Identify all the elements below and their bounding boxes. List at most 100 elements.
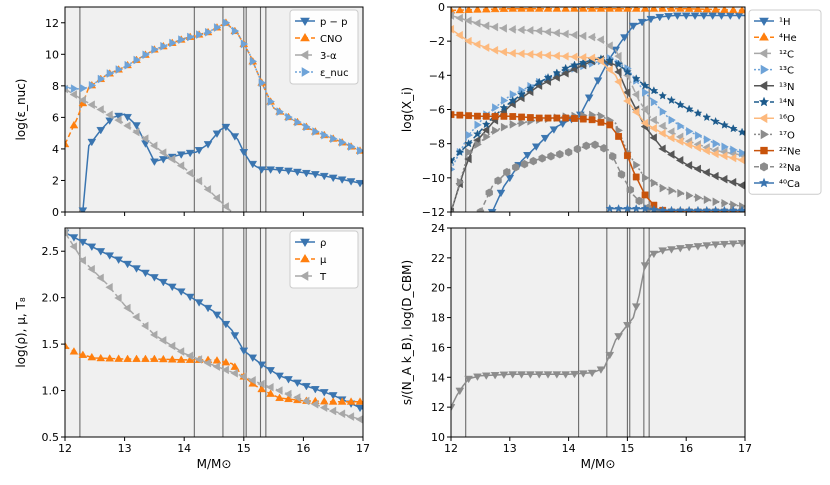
data-point: [221, 123, 231, 132]
data-point: [212, 362, 220, 371]
data-point: [667, 127, 675, 137]
data-point: [490, 372, 500, 380]
data-point: [490, 45, 499, 55]
data-point: [230, 133, 240, 141]
data-point: [239, 347, 249, 356]
data-point: [508, 48, 516, 58]
data-point: [614, 204, 623, 212]
data-point: [693, 143, 701, 153]
x-tick-label: 12: [444, 442, 458, 455]
data-point: [337, 176, 347, 184]
data-point: [158, 336, 167, 345]
legend-label: T: [319, 272, 327, 283]
data-point: [686, 127, 694, 136]
y-tick-label: 12: [431, 401, 445, 414]
data-point: [185, 293, 195, 302]
data-point: [293, 393, 301, 402]
data-point: [65, 341, 70, 349]
data-point: [508, 25, 516, 34]
data-point: [257, 166, 267, 174]
data-point: [677, 121, 685, 131]
data-point: [133, 55, 141, 65]
data-point: [641, 191, 649, 199]
data-point: [623, 7, 632, 12]
data-point: [640, 105, 649, 114]
data-point: [573, 144, 582, 154]
series-line: [65, 345, 363, 403]
data-point: [526, 114, 534, 121]
data-point: [637, 18, 647, 27]
data-point: [185, 149, 195, 158]
data-point: [702, 242, 712, 250]
data-point: [96, 105, 104, 114]
data-point: [158, 148, 167, 158]
data-point: [684, 161, 693, 170]
data-point: [483, 132, 491, 142]
data-point: [293, 379, 302, 388]
data-point: [496, 189, 506, 198]
y-tick-label: −10: [422, 172, 445, 185]
data-point: [464, 36, 472, 46]
data-point: [517, 25, 525, 35]
data-point: [132, 354, 141, 362]
x-tick-label: 17: [738, 442, 752, 455]
y-tick-label: 0: [438, 1, 445, 14]
data-point: [476, 207, 485, 212]
data-point: [248, 375, 256, 385]
x-tick-label: 15: [237, 442, 251, 455]
data-point: [605, 7, 615, 12]
data-point: [176, 161, 185, 171]
data-point: [185, 351, 194, 361]
data-point: [239, 149, 249, 157]
legend-marker: [760, 129, 769, 140]
data-point: [328, 174, 338, 183]
data-point: [534, 7, 544, 12]
data-point: [684, 244, 694, 252]
data-point: [481, 125, 490, 135]
data-point: [556, 150, 564, 159]
shaded-region: [451, 228, 745, 437]
legend-label: ¹⁶O: [779, 114, 795, 125]
data-point: [587, 369, 597, 378]
data-point: [552, 371, 562, 379]
data-point: [737, 240, 745, 248]
data-point: [658, 247, 668, 255]
data-point: [167, 341, 176, 351]
data-point: [553, 114, 561, 122]
data-point: [526, 371, 535, 379]
data-point: [658, 7, 668, 12]
data-point: [655, 13, 665, 22]
data-point: [158, 354, 168, 363]
series-group: [451, 7, 745, 212]
data-point: [328, 397, 338, 405]
data-point: [538, 154, 546, 163]
data-point: [212, 193, 220, 203]
data-point: [540, 134, 550, 143]
data-point: [500, 96, 509, 105]
data-point: [105, 117, 115, 125]
data-point: [675, 245, 685, 253]
data-point: [96, 353, 106, 362]
data-point: [474, 112, 481, 120]
data-point: [596, 56, 604, 66]
data-point: [302, 169, 311, 178]
data-point: [275, 372, 284, 381]
data-point: [451, 11, 454, 20]
legend-marker: [759, 80, 768, 91]
data-point: [319, 403, 328, 412]
data-point: [570, 370, 579, 379]
data-point: [711, 149, 719, 159]
data-point: [626, 185, 635, 195]
data-point: [552, 51, 560, 61]
data-point: [451, 404, 456, 412]
data-point: [728, 153, 737, 163]
y-tick-label: −8: [429, 138, 445, 151]
y-tick-label: 2: [52, 174, 59, 187]
data-point: [570, 7, 579, 12]
data-point: [571, 115, 578, 122]
data-point: [720, 174, 728, 184]
data-point: [582, 141, 590, 151]
y-tick-label: −2: [429, 35, 445, 48]
data-point: [499, 103, 509, 112]
data-point: [721, 142, 729, 152]
